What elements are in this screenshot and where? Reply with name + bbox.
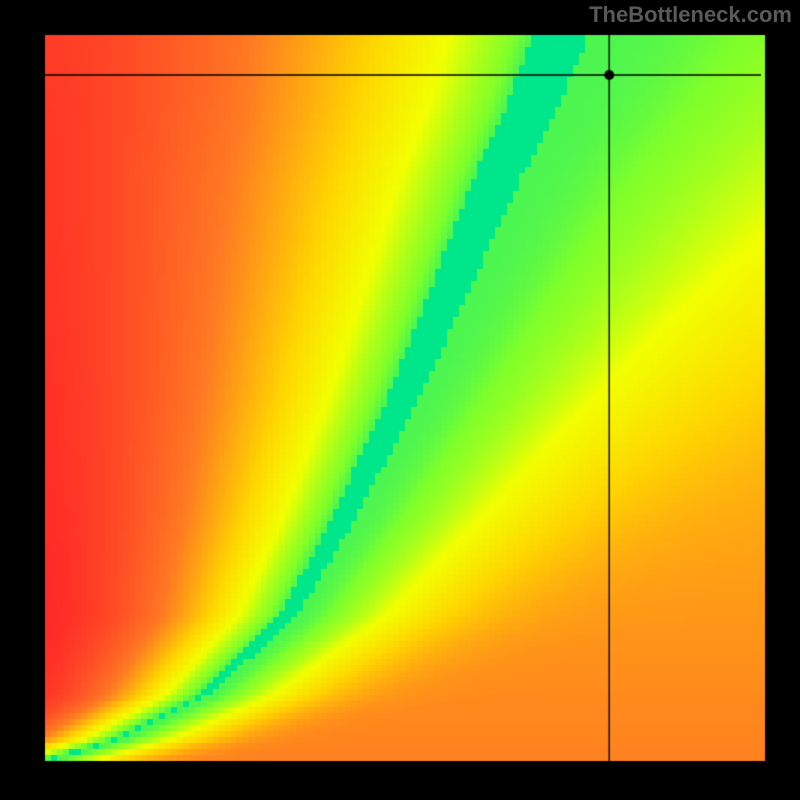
chart-container: TheBottleneck.com [0, 0, 800, 800]
watermark-text: TheBottleneck.com [589, 2, 792, 28]
heatmap-canvas [0, 0, 800, 800]
